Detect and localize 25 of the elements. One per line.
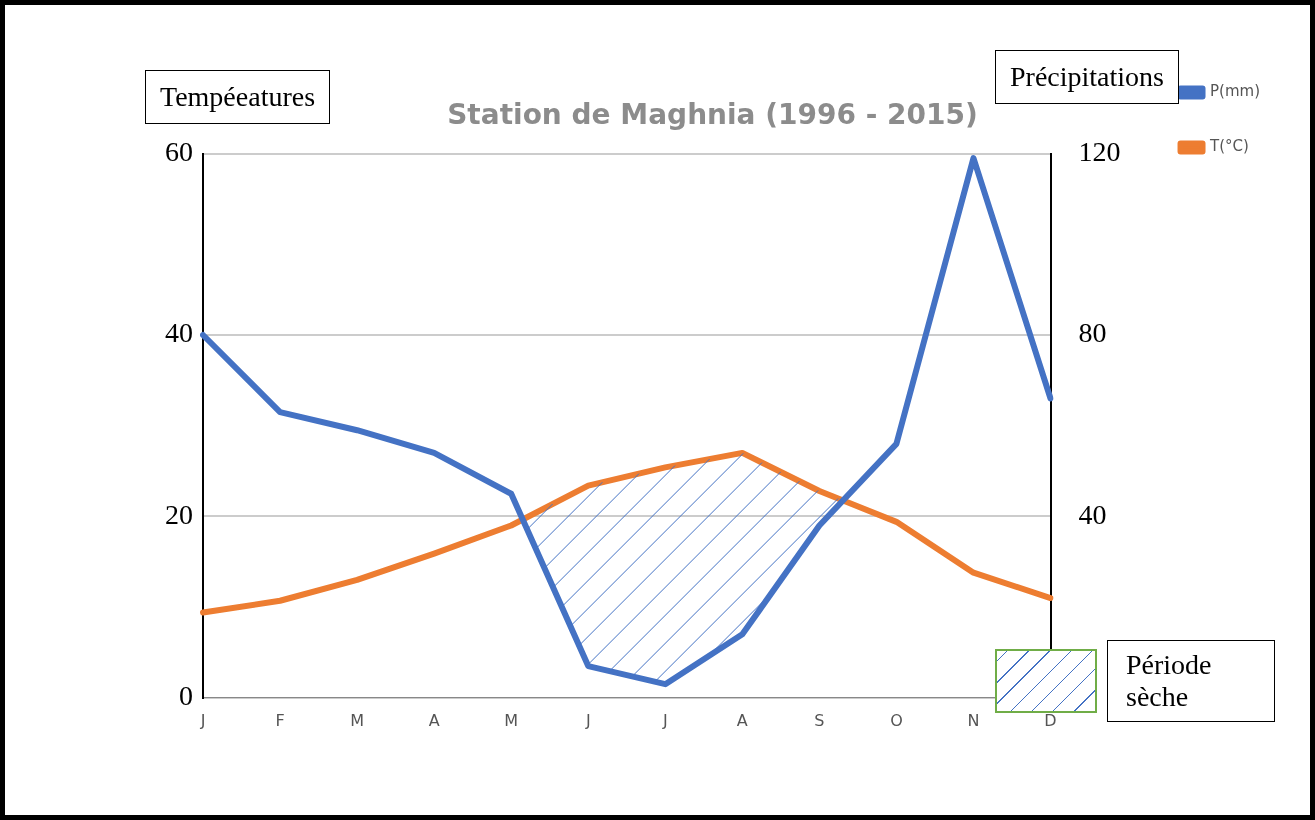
x-tick-label: O [890,710,903,730]
x-tick-label: J [199,710,206,730]
x-tick-label: S [814,710,825,730]
x-tick-label: A [428,710,440,730]
legend-label: P(mm) [1210,82,1261,101]
x-tick-label: M [504,710,519,730]
x-tick-label: J [584,710,591,730]
y-tick-label: 40 [165,317,193,349]
y-tick-label: 60 [165,135,193,167]
y2-tick-label: 80 [1078,317,1107,349]
x-tick-label: F [275,710,285,730]
text: Période sèche [1107,640,1275,722]
x-tick-label: M [350,710,364,730]
x-tick-label: N [967,710,980,730]
y2-axis-title: Précipitations [995,50,1179,104]
y-tick-label: 20 [165,498,193,530]
y2-tick-label: 40 [1078,498,1107,530]
x-tick-label: D [1044,710,1057,730]
x-tick-label: A [736,710,748,730]
y-axis-title: Tempéeatures [145,70,331,124]
x-tick-label: J [661,710,668,730]
chart-title: Station de Maghnia (1996 - 2015) [447,98,978,132]
legend-label: T(°C) [1209,137,1249,156]
y2-tick-label: 120 [1078,135,1121,167]
y-tick-label: 0 [179,680,193,712]
